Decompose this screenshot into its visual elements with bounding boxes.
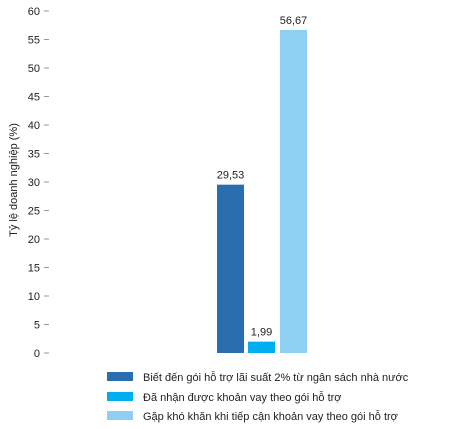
data-label-1: 29,53 — [217, 170, 245, 182]
y-tick-label: 55 — [28, 35, 40, 47]
y-axis-title: Tỷ lệ doanh nghiệp (%) — [8, 123, 20, 237]
data-labels: 29,53 1,99 56,67 — [217, 15, 308, 339]
legend-label-2: Đã nhận được khoản vay theo gói hỗ trợ — [143, 391, 342, 404]
bar-2 — [248, 341, 275, 353]
y-tick-label: 30 — [28, 177, 40, 189]
y-tick-label: 40 — [28, 120, 40, 132]
legend-swatch-1 — [107, 372, 133, 381]
data-label-3: 56,67 — [280, 15, 308, 27]
bars — [217, 29, 307, 354]
y-axis: 0 5 10 15 20 25 30 35 40 45 50 55 60 — [28, 6, 49, 360]
y-tick-label: 15 — [28, 263, 40, 275]
y-tick-label: 60 — [28, 6, 40, 18]
legend-label-1: Biết đến gói hỗ trợ lãi suất 2% từ ngân … — [143, 371, 409, 384]
bar-3 — [280, 29, 307, 354]
y-tick-label: 25 — [28, 206, 40, 218]
bar-1 — [217, 184, 244, 353]
legend: Biết đến gói hỗ trợ lãi suất 2% từ ngân … — [107, 371, 409, 423]
y-tick-label: 45 — [28, 92, 40, 104]
y-tick-label: 0 — [34, 348, 40, 360]
legend-swatch-2 — [107, 392, 133, 401]
y-tick-label: 50 — [28, 63, 40, 75]
y-tick-label: 20 — [28, 234, 40, 246]
legend-label-3: Gặp khó khăn khi tiếp cận khoản vay theo… — [143, 410, 398, 423]
data-label-2: 1,99 — [251, 327, 272, 339]
y-tick-label: 10 — [28, 291, 40, 303]
y-tick-label: 35 — [28, 149, 40, 161]
y-tick-label: 5 — [34, 320, 40, 332]
legend-swatch-3 — [107, 411, 133, 420]
